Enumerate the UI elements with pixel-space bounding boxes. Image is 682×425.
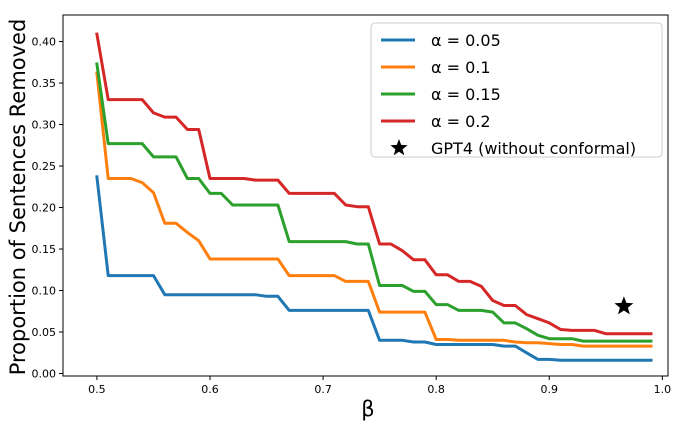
y-tick-label: 0.00 — [32, 368, 57, 381]
legend-label-star-0: GPT4 (without conformal) — [431, 139, 636, 158]
star-marker-0 — [614, 296, 634, 315]
x-tick-label: 0.6 — [201, 383, 219, 396]
legend-label-1: α = 0.1 — [431, 58, 491, 77]
x-tick-label: 0.7 — [314, 383, 332, 396]
y-tick-label: 0.20 — [32, 202, 57, 215]
legend-box — [370, 22, 663, 158]
x-tick-label: 0.9 — [541, 383, 559, 396]
series-line-3 — [95, 32, 653, 336]
x-axis-label: β — [361, 397, 374, 421]
x-tick-label: 0.5 — [88, 383, 106, 396]
y-ticks: 0.00 0.05 0.10 0.15 0.20 0.25 0.30 0.35 0.40 — [32, 36, 63, 381]
series-line-2 — [95, 62, 653, 343]
y-axis-label: Proportion of Sentences Removed — [6, 19, 30, 376]
x-tick-label: 0.8 — [427, 383, 445, 396]
series-line-1 — [95, 71, 653, 348]
legend-star-0 — [390, 139, 408, 156]
plot-area — [95, 32, 653, 362]
y-tick-label: 0.25 — [32, 160, 57, 173]
x-tick-label: 1.0 — [654, 383, 672, 396]
x-ticks: 0.5 0.6 0.7 0.8 0.9 1.0 — [88, 376, 671, 396]
axes-frame — [62, 14, 669, 377]
series-line-0 — [95, 175, 653, 362]
y-tick-label: 0.15 — [32, 243, 57, 256]
legend: α = 0.05 α = 0.1 α = 0.15 α = 0.2 GPT4 (with… — [370, 22, 663, 158]
y-tick-label: 0.30 — [32, 119, 57, 132]
legend-label-2: α = 0.15 — [431, 85, 501, 104]
y-tick-label: 0.10 — [32, 285, 57, 298]
legend-label-3: α = 0.2 — [431, 112, 491, 131]
y-tick-label: 0.40 — [32, 36, 57, 49]
y-tick-label: 0.05 — [32, 326, 57, 339]
y-tick-label: 0.35 — [32, 77, 57, 90]
legend-label-0: α = 0.05 — [431, 31, 501, 50]
